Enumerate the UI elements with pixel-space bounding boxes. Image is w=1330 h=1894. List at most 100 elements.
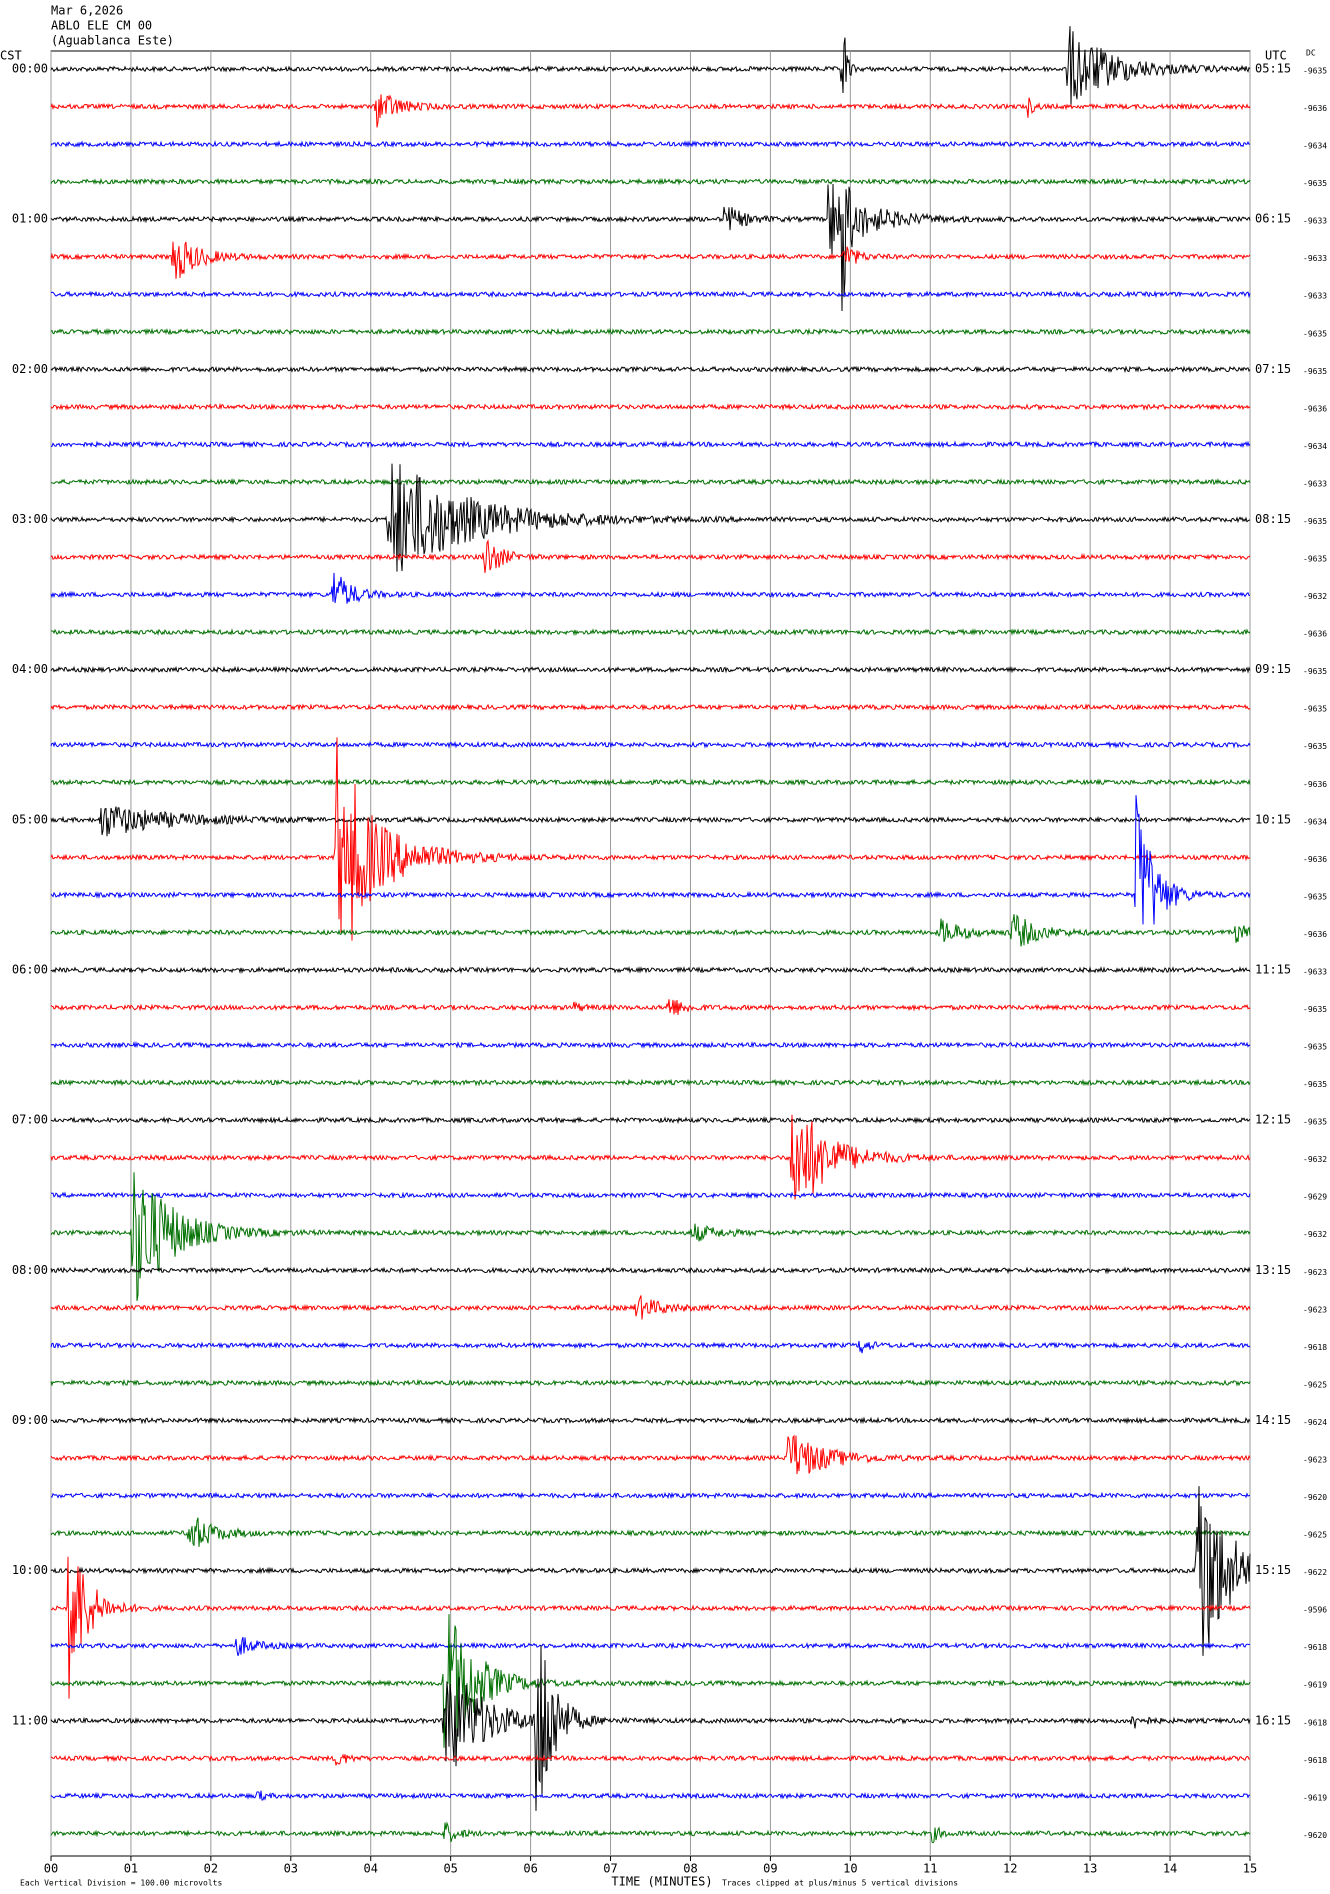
dc-value: -9636: [1303, 780, 1327, 789]
dc-value: -9623: [1303, 1305, 1327, 1314]
trace: [50, 241, 1251, 279]
x-tick-label: 03: [284, 1862, 298, 1876]
header-line: (Aguablanca Este): [51, 34, 174, 48]
trace: [50, 665, 1251, 674]
trace: [50, 703, 1251, 712]
dc-value: -9634: [1303, 142, 1327, 151]
x-tick-label: 08: [683, 1862, 697, 1876]
utc-label: 05:15: [1255, 62, 1291, 76]
cst-label: 02:00: [12, 362, 48, 376]
trace: [50, 26, 1251, 106]
dc-value: -9633: [1303, 479, 1327, 488]
cst-label: 10:00: [12, 1563, 48, 1577]
dc-value: -9636: [1303, 104, 1327, 113]
trace: [50, 1821, 1251, 1844]
dc-value: -9635: [1303, 667, 1327, 676]
dc-value: -9636: [1303, 404, 1327, 413]
trace: [50, 999, 1251, 1015]
x-tick-label: 14: [1163, 1862, 1177, 1876]
dc-value: -9618: [1303, 1643, 1327, 1652]
dc-value: -9635: [1303, 742, 1327, 751]
dc-value: -9625: [1303, 1380, 1327, 1389]
trace: [50, 290, 1251, 299]
x-tick-label: 15: [1243, 1862, 1257, 1876]
x-tick-label: 13: [1083, 1862, 1097, 1876]
trace: [50, 539, 1251, 574]
dc-value: -9635: [1303, 1043, 1327, 1052]
trace: [50, 1556, 1251, 1699]
cst-label: 06:00: [12, 962, 48, 976]
header-line: ABLO ELE CM 00: [51, 19, 152, 33]
dc-value: -9618: [1303, 1343, 1327, 1352]
dc-value: -9620: [1303, 1831, 1327, 1840]
dc-value: -9619: [1303, 1793, 1327, 1802]
trace: [50, 1040, 1251, 1049]
trace: [50, 183, 1251, 312]
plot-frame: [50, 50, 1251, 1857]
cst-label: 05:00: [12, 812, 48, 826]
trace: [50, 1116, 1251, 1125]
trace: [50, 1486, 1251, 1656]
trace: [50, 327, 1251, 336]
cst-label: 07:00: [12, 1113, 48, 1127]
x-axis-label: TIME (MINUTES): [611, 1875, 712, 1889]
x-tick-label: 00: [44, 1862, 58, 1876]
x-tick-label: 05: [443, 1862, 457, 1876]
dc-value: -9633: [1303, 292, 1327, 301]
trace: [50, 965, 1251, 975]
x-tick-label: 07: [603, 1862, 617, 1876]
dc-value: -9633: [1303, 254, 1327, 263]
trace: [50, 94, 1251, 128]
utc-label: 06:15: [1255, 212, 1291, 226]
trace: [50, 1517, 1251, 1547]
trace: [50, 740, 1251, 749]
dc-value: -9635: [1303, 555, 1327, 564]
x-tick-label: 06: [523, 1862, 537, 1876]
dc-value: -9636: [1303, 630, 1327, 639]
trace: [51, 440, 1251, 449]
dc-value: -9633: [1303, 967, 1327, 976]
dc-value: -9635: [1303, 705, 1327, 714]
cst-label: 03:00: [12, 512, 48, 526]
x-tick-label: 10: [843, 1862, 857, 1876]
trace: [50, 1114, 1251, 1200]
trace: [50, 1340, 1251, 1354]
trace: [50, 1614, 1251, 1748]
trace: [50, 1753, 1251, 1766]
dc-value: -9632: [1303, 592, 1327, 601]
trace: [50, 1378, 1251, 1387]
trace: [50, 914, 1251, 947]
right-axis-label: UTC: [1265, 49, 1287, 63]
dc-value: -9632: [1303, 1230, 1327, 1239]
header-line: Mar 6,2026: [51, 4, 123, 18]
trace: [50, 1295, 1251, 1320]
dc-value: -9633: [1303, 217, 1327, 226]
trace: [51, 628, 1251, 637]
dc-value: -9634: [1303, 817, 1327, 826]
x-tick-label: 12: [1003, 1862, 1017, 1876]
utc-label: 15:15: [1255, 1563, 1291, 1577]
dc-value: -9623: [1303, 1268, 1327, 1277]
trace: [50, 778, 1251, 787]
trace: [50, 1645, 1251, 1811]
x-tick-label: 02: [204, 1862, 218, 1876]
dc-value: -9635: [1303, 1005, 1327, 1014]
utc-label: 12:15: [1255, 1113, 1291, 1127]
trace: [50, 1078, 1251, 1087]
trace: [50, 1790, 1251, 1801]
cst-label: 08:00: [12, 1263, 48, 1277]
dc-value: -9619: [1303, 1681, 1327, 1690]
dc-value: -9625: [1303, 1531, 1327, 1540]
dc-value: -9635: [1303, 517, 1327, 526]
utc-label: 07:15: [1255, 362, 1291, 376]
dc-value: -9635: [1303, 367, 1327, 376]
x-tick-label: 04: [364, 1862, 378, 1876]
cst-label: 09:00: [12, 1413, 48, 1427]
cst-label: 00:00: [12, 62, 48, 76]
utc-label: 14:15: [1255, 1413, 1291, 1427]
dc-value: -9629: [1303, 1193, 1327, 1202]
utc-label: 13:15: [1255, 1263, 1291, 1277]
trace: [50, 463, 1251, 572]
trace: [50, 806, 1251, 837]
